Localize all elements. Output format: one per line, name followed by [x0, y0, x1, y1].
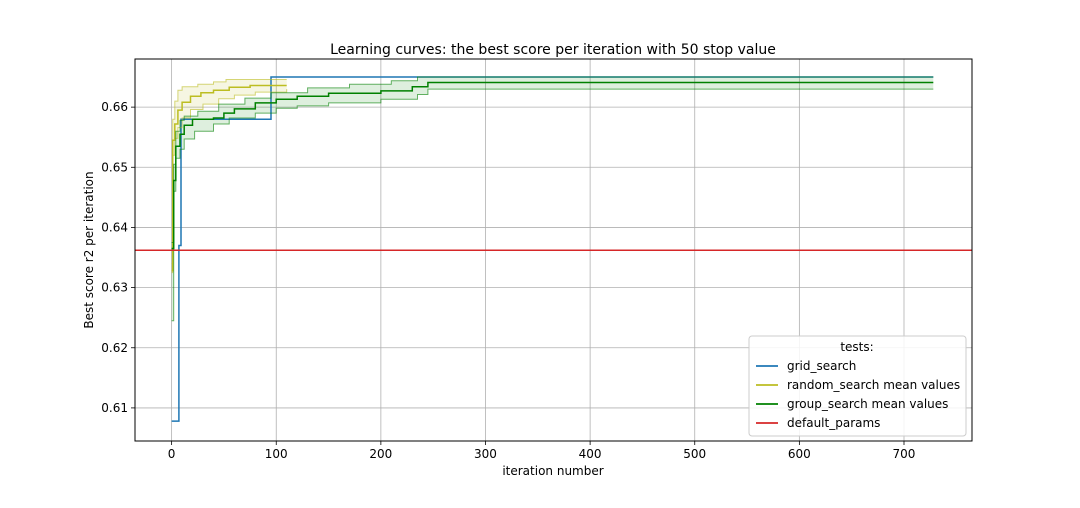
- x-tick-label: 100: [265, 447, 288, 461]
- y-tick-label: 0.65: [101, 160, 128, 174]
- x-tick-label: 600: [788, 447, 811, 461]
- y-axis-label: Best score r2 per iteration: [82, 171, 96, 328]
- x-axis-label: iteration number: [502, 464, 603, 478]
- legend-title: tests:: [840, 340, 873, 354]
- group-search-mean-values-upper-line: [171, 76, 934, 243]
- chart-title: Learning curves: the best score per iter…: [330, 42, 776, 58]
- x-tick-label: 400: [579, 447, 602, 461]
- random-search-mean-values-lower-line: [171, 89, 288, 274]
- series-lines: [135, 76, 972, 422]
- random-search-mean-values-mean-line: [171, 84, 287, 272]
- y-tick-label: 0.64: [101, 220, 128, 234]
- group-search-mean-values-band: [171, 77, 934, 321]
- legend-label-random-search-mean-values: random_search mean values: [787, 378, 960, 392]
- y-tick-label: 0.63: [101, 281, 128, 295]
- legend-label-default-params: default_params: [787, 416, 880, 430]
- y-tick-label: 0.62: [101, 341, 128, 355]
- legend-label-group-search-mean-values: group_search mean values: [787, 397, 948, 411]
- group-search-mean-values-mean-line: [171, 81, 934, 250]
- plot-frame: [134, 58, 973, 442]
- y-tick-label: 0.61: [101, 401, 128, 415]
- legend: tests: grid_search random_search mean val…: [748, 335, 967, 437]
- random-search-mean-values-upper-line: [171, 79, 287, 264]
- grid-search-line: [171, 76, 934, 422]
- x-tick-label: 200: [369, 447, 392, 461]
- group-search-mean-values-lower-line: [171, 88, 934, 322]
- random-search-mean-values-band: [171, 79, 287, 273]
- legend-label-grid-search: grid_search: [787, 359, 856, 373]
- x-tick-label: 0: [168, 447, 176, 461]
- x-axis-ticks: 0 100 200 300 400 500 600 700: [168, 441, 916, 461]
- x-tick-label: 500: [683, 447, 706, 461]
- y-axis-ticks: 0.61 0.62 0.63 0.64 0.65 0.66: [101, 100, 135, 415]
- legend-box: [748, 335, 967, 437]
- x-tick-label: 300: [474, 447, 497, 461]
- x-tick-label: 700: [893, 447, 916, 461]
- y-tick-label: 0.66: [101, 100, 128, 114]
- confidence-bands: [171, 77, 934, 321]
